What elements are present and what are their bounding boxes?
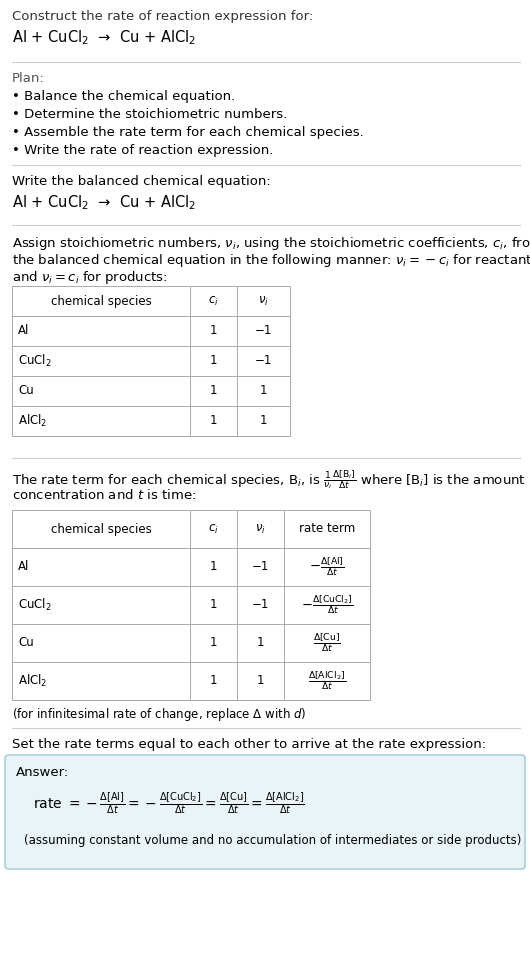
FancyBboxPatch shape (5, 755, 525, 869)
Text: $c_i$: $c_i$ (208, 522, 219, 536)
Text: Construct the rate of reaction expression for:: Construct the rate of reaction expressio… (12, 10, 313, 23)
Text: 1: 1 (260, 415, 267, 428)
Text: rate term: rate term (299, 522, 355, 536)
Text: • Balance the chemical equation.: • Balance the chemical equation. (12, 90, 235, 103)
Text: AlCl$_2$: AlCl$_2$ (18, 673, 47, 689)
Text: $-\frac{\Delta[\mathrm{Al}]}{\Delta t}$: $-\frac{\Delta[\mathrm{Al}]}{\Delta t}$ (309, 556, 345, 578)
Text: 1: 1 (210, 324, 217, 338)
Text: −1: −1 (255, 355, 272, 367)
Text: Cu: Cu (18, 385, 34, 397)
Text: 1: 1 (260, 385, 267, 397)
Text: AlCl$_2$: AlCl$_2$ (18, 413, 47, 430)
Text: Set the rate terms equal to each other to arrive at the rate expression:: Set the rate terms equal to each other t… (12, 738, 486, 751)
Text: $c_i$: $c_i$ (208, 294, 219, 308)
Text: 1: 1 (257, 636, 264, 650)
Text: Assign stoichiometric numbers, $\nu_i$, using the stoichiometric coefficients, $: Assign stoichiometric numbers, $\nu_i$, … (12, 235, 530, 252)
Text: Al: Al (18, 560, 29, 574)
Text: Al + CuCl$_2$  →  Cu + AlCl$_2$: Al + CuCl$_2$ → Cu + AlCl$_2$ (12, 193, 196, 211)
Text: −1: −1 (252, 598, 269, 612)
Text: 1: 1 (257, 675, 264, 688)
Text: • Determine the stoichiometric numbers.: • Determine the stoichiometric numbers. (12, 108, 287, 121)
Text: 1: 1 (210, 385, 217, 397)
Text: −1: −1 (255, 324, 272, 338)
Text: and $\nu_i = c_i$ for products:: and $\nu_i = c_i$ for products: (12, 269, 167, 286)
Text: −1: −1 (252, 560, 269, 574)
Text: CuCl$_2$: CuCl$_2$ (18, 353, 52, 369)
Text: 1: 1 (210, 675, 217, 688)
Text: 1: 1 (210, 598, 217, 612)
Text: Answer:: Answer: (16, 766, 69, 779)
Text: (for infinitesimal rate of change, replace Δ with $d$): (for infinitesimal rate of change, repla… (12, 706, 306, 723)
Text: 1: 1 (210, 636, 217, 650)
Text: • Assemble the rate term for each chemical species.: • Assemble the rate term for each chemic… (12, 126, 364, 139)
Text: $-\frac{\Delta[\mathrm{CuCl}_2]}{\Delta t}$: $-\frac{\Delta[\mathrm{CuCl}_2]}{\Delta … (301, 593, 354, 617)
Text: $\frac{\Delta[\mathrm{Cu}]}{\Delta t}$: $\frac{\Delta[\mathrm{Cu}]}{\Delta t}$ (313, 632, 341, 655)
Text: the balanced chemical equation in the following manner: $\nu_i = -c_i$ for react: the balanced chemical equation in the fo… (12, 252, 530, 269)
Text: chemical species: chemical species (51, 294, 152, 308)
Text: $\frac{\Delta[\mathrm{AlCl}_2]}{\Delta t}$: $\frac{\Delta[\mathrm{AlCl}_2]}{\Delta t… (308, 669, 346, 693)
Text: CuCl$_2$: CuCl$_2$ (18, 597, 52, 613)
Text: concentration and $t$ is time:: concentration and $t$ is time: (12, 488, 196, 502)
Text: (assuming constant volume and no accumulation of intermediates or side products): (assuming constant volume and no accumul… (24, 834, 522, 847)
Text: Write the balanced chemical equation:: Write the balanced chemical equation: (12, 175, 271, 188)
Text: Al + CuCl$_2$  →  Cu + AlCl$_2$: Al + CuCl$_2$ → Cu + AlCl$_2$ (12, 28, 196, 47)
Text: Al: Al (18, 324, 29, 338)
Text: Plan:: Plan: (12, 72, 45, 85)
Text: 1: 1 (210, 415, 217, 428)
Text: $\nu_i$: $\nu_i$ (255, 522, 266, 536)
Text: The rate term for each chemical species, B$_i$, is $\frac{1}{\nu_i}\frac{\Delta[: The rate term for each chemical species,… (12, 468, 526, 491)
Text: chemical species: chemical species (51, 522, 152, 536)
Text: rate $= -\frac{\Delta[\mathrm{Al}]}{\Delta t} = -\frac{\Delta[\mathrm{CuCl}_2]}{: rate $= -\frac{\Delta[\mathrm{Al}]}{\Del… (33, 790, 305, 816)
Text: $\nu_i$: $\nu_i$ (258, 294, 269, 308)
Text: 1: 1 (210, 560, 217, 574)
Text: 1: 1 (210, 355, 217, 367)
Text: Cu: Cu (18, 636, 34, 650)
Text: • Write the rate of reaction expression.: • Write the rate of reaction expression. (12, 144, 273, 157)
